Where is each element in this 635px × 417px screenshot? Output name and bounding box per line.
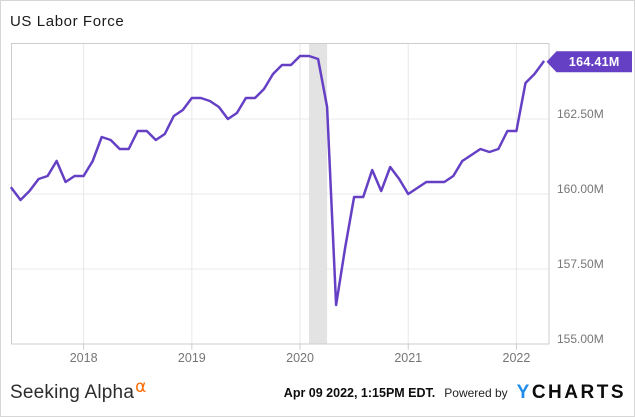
alpha-icon: α xyxy=(135,377,147,397)
chart-timestamp: Apr 09 2022, 1:15PM EDT. xyxy=(283,386,436,400)
ycharts-y-letter: Y xyxy=(516,382,532,403)
y-tick-label: 157.50M xyxy=(557,257,604,271)
recession-band xyxy=(309,43,328,344)
labor-force-line xyxy=(10,54,545,307)
seeking-alpha-wordmark: Seeking Alpha xyxy=(10,382,135,403)
ycharts-wordmark: CHARTS xyxy=(531,382,626,403)
footer: Seeking Alphaα Apr 09 2022, 1:15PM EDT. … xyxy=(1,374,634,416)
plot-border xyxy=(11,43,550,345)
y-tick-label: 162.50M xyxy=(557,107,604,121)
recession-band-group xyxy=(309,43,328,344)
x-tick-label: 2019 xyxy=(178,351,206,365)
y-tick-label: 160.00M xyxy=(557,182,604,196)
ycharts-logo[interactable]: YCHARTS xyxy=(517,382,626,404)
last-value-tag-label: 164.41M xyxy=(569,55,620,69)
labor-force-line-group xyxy=(10,54,545,307)
powered-by-label: Powered by xyxy=(444,386,508,400)
x-tick-label: 2021 xyxy=(394,351,422,365)
x-tick-label: 2020 xyxy=(286,351,314,365)
gridlines xyxy=(11,43,549,344)
footer-right: Apr 09 2022, 1:15PM EDT. Powered by YCHA… xyxy=(284,382,626,404)
y-tick-label: 155.00M xyxy=(557,332,604,346)
seeking-alpha-logo[interactable]: Seeking Alphaα xyxy=(10,377,147,404)
last-value-tag: 164.41M xyxy=(546,51,632,73)
x-tick-label: 2018 xyxy=(70,351,98,365)
last-value-tag-shape xyxy=(546,51,632,73)
chart-title: US Labor Force xyxy=(10,13,125,30)
x-tick-label: 2022 xyxy=(503,351,531,365)
axis-labels: 162.50M 160.00M 157.50M 155.00M 2018 2019 2020… xyxy=(70,107,604,365)
